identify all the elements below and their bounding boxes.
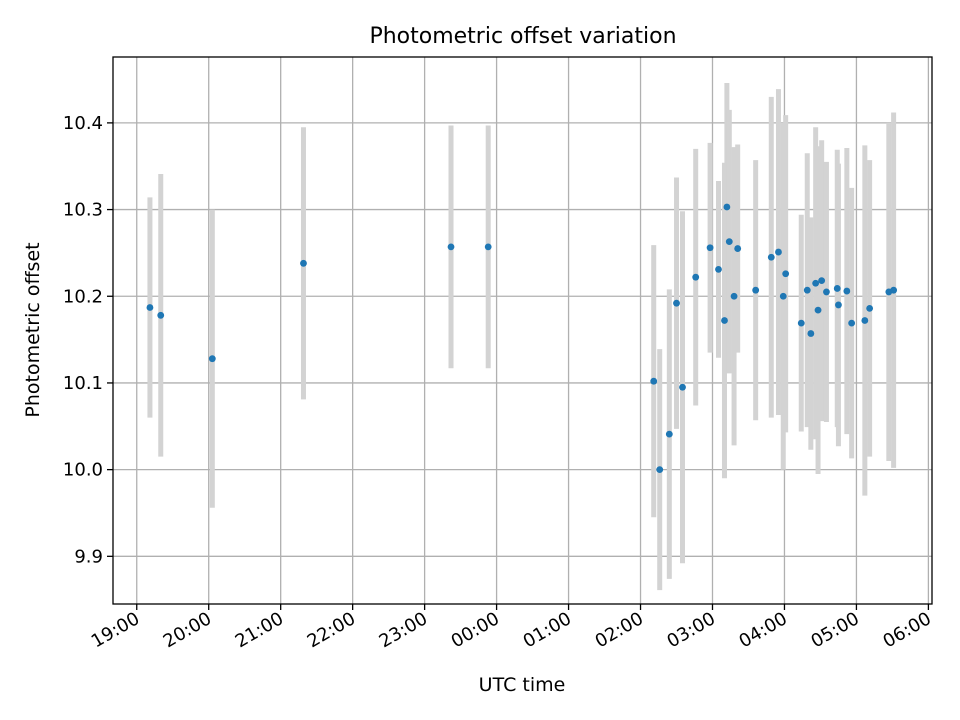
data-point (779, 292, 787, 300)
data-point (734, 245, 742, 252)
y-tick-label: 9.9 (74, 546, 103, 567)
data-point (656, 466, 664, 474)
data-point (721, 317, 728, 324)
data-points (146, 203, 898, 474)
y-tick-label: 10.1 (63, 373, 103, 394)
data-point (848, 319, 856, 327)
data-point (300, 259, 307, 267)
data-point (484, 243, 492, 251)
data-point (673, 299, 680, 307)
y-axis-label: Photometric offset (22, 242, 44, 417)
data-point (797, 319, 805, 327)
x-axis-label: UTC time (479, 674, 566, 696)
data-point (725, 238, 733, 246)
data-point (812, 279, 820, 287)
data-point (782, 270, 790, 278)
data-point (715, 265, 722, 273)
data-point (146, 304, 154, 311)
data-point (818, 277, 826, 285)
y-tick-label: 10.3 (63, 200, 103, 221)
data-point (208, 355, 216, 363)
plot-area-frame (112, 56, 933, 605)
data-point (814, 306, 822, 314)
data-point (730, 292, 738, 300)
y-tick-label: 10.2 (63, 286, 103, 307)
data-point (692, 273, 700, 281)
data-point (679, 383, 686, 391)
data-point (706, 244, 714, 252)
data-point (767, 253, 775, 261)
y-tick-label: 10.0 (63, 460, 103, 481)
chart-title: Photometric offset variation (369, 24, 676, 49)
data-point (752, 286, 760, 294)
y-axis-ticks: 9.9 10.0 10.1 10.2 10.3 10.4 (63, 113, 113, 567)
data-point (843, 287, 851, 295)
data-point (157, 311, 165, 319)
data-point (723, 203, 731, 211)
data-point (835, 301, 842, 309)
data-point (823, 288, 830, 296)
data-point (807, 330, 815, 337)
data-point (775, 248, 782, 256)
data-point (803, 286, 811, 294)
data-point (866, 304, 874, 312)
data-point (447, 243, 455, 251)
data-point (890, 286, 898, 294)
y-tick-label: 10.4 (63, 113, 103, 134)
data-point (861, 317, 869, 324)
data-point (833, 285, 841, 292)
data-point (665, 430, 673, 438)
data-point (650, 377, 658, 385)
